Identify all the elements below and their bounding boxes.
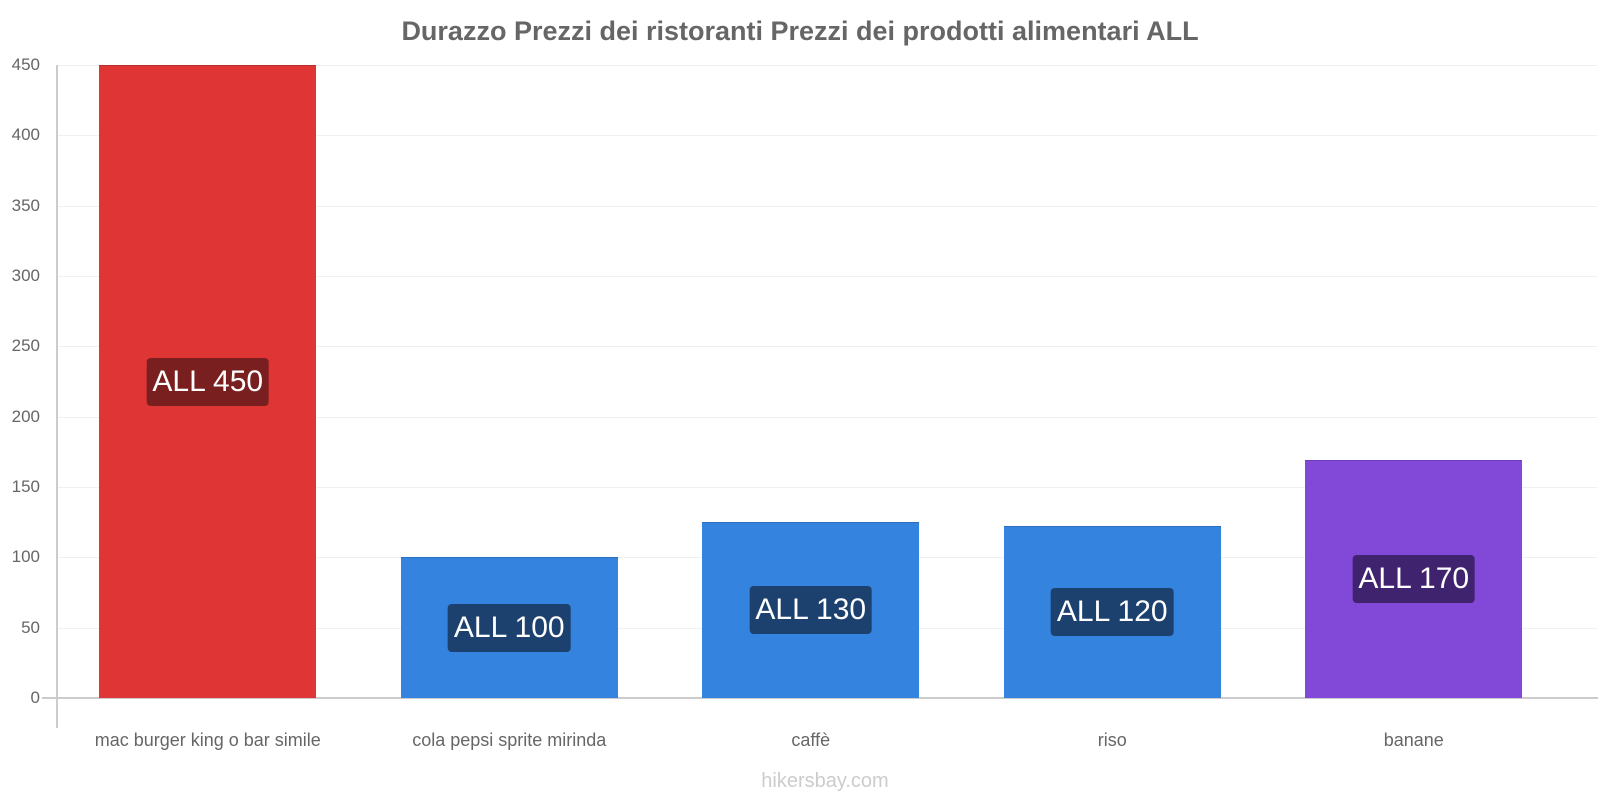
value-label: ALL 450 xyxy=(146,357,270,406)
gridline xyxy=(57,416,1597,418)
gridline xyxy=(57,135,1597,137)
y-tick-label: 350 xyxy=(11,195,40,215)
x-tick-label: mac burger king o bar simile xyxy=(94,730,321,750)
y-axis xyxy=(56,65,58,728)
value-label: ALL 170 xyxy=(1352,555,1476,604)
y-tick-label: 450 xyxy=(11,55,40,74)
gridline xyxy=(57,276,1597,277)
y-tick-label: 300 xyxy=(11,266,40,285)
x-tick-label: cola pepsi sprite mirinda xyxy=(412,730,607,750)
y-tick-label: 100 xyxy=(11,547,40,567)
value-label: ALL 120 xyxy=(1050,588,1174,637)
y-tick-label: 0 xyxy=(30,688,40,707)
y-tick-label: 250 xyxy=(11,336,40,356)
y-tick-label: 400 xyxy=(11,125,40,145)
watermark: hikersbay.com xyxy=(761,770,889,792)
x-axis xyxy=(42,697,1598,699)
gridline xyxy=(57,205,1597,207)
y-tick-label: 50 xyxy=(21,617,40,637)
gridline xyxy=(57,65,1597,66)
value-label: ALL 100 xyxy=(447,603,571,652)
value-label: ALL 130 xyxy=(749,586,873,635)
chart-title: Durazzo Prezzi dei ristoranti Prezzi dei… xyxy=(401,16,1199,46)
y-tick-label: 200 xyxy=(11,406,40,426)
x-tick-label: caffè xyxy=(791,730,831,750)
gridline xyxy=(57,346,1597,348)
x-tick-label: riso xyxy=(1097,730,1127,750)
y-tick-label: 150 xyxy=(11,477,40,496)
x-tick-label: banane xyxy=(1383,730,1444,750)
gridline xyxy=(57,487,1597,488)
